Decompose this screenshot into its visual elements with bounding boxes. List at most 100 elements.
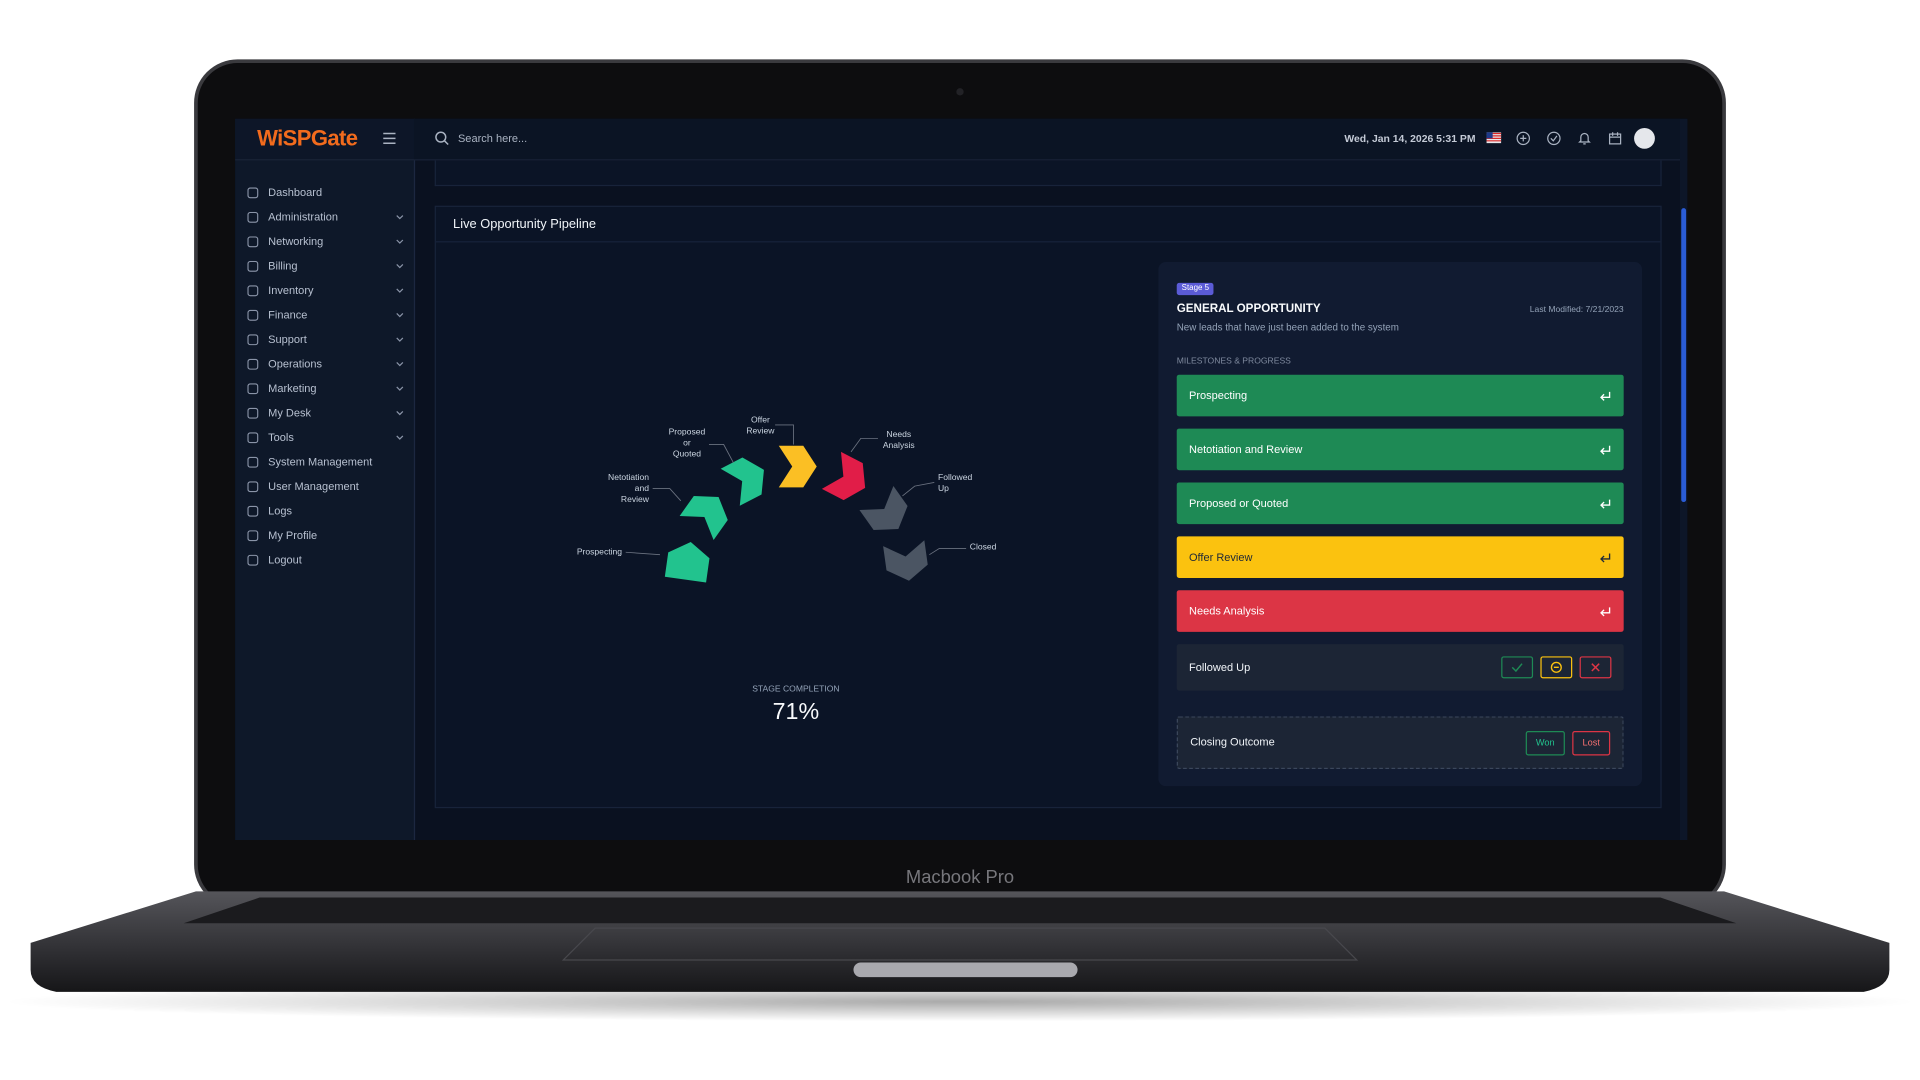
nav-icon	[247, 211, 259, 223]
nav-label: System Management	[268, 454, 373, 468]
stage-arrow[interactable]	[679, 485, 736, 541]
stage-label: Needs	[886, 429, 911, 439]
chevron[interactable]	[396, 385, 405, 391]
reject-button[interactable]	[1579, 656, 1612, 679]
nav-item[interactable]: User Management	[247, 476, 404, 496]
description: New leads that have just been added to t…	[1176, 322, 1399, 334]
scrollbar	[1680, 118, 1688, 841]
stage-label: and	[635, 483, 650, 493]
nav-item[interactable]: Marketing	[247, 378, 404, 398]
nav-icon	[247, 456, 259, 468]
nav-item[interactable]: My Profile	[247, 525, 404, 545]
notch	[853, 962, 1078, 978]
milestone[interactable]: Proposed or Quoted	[1176, 482, 1624, 525]
stage-label: Closed	[970, 542, 997, 552]
nav-label: User Management	[268, 479, 359, 492]
nav-item[interactable]: Logs	[247, 501, 404, 521]
milestone-label: Prospecting	[1188, 388, 1248, 402]
nav-item[interactable]: Billing	[247, 256, 404, 276]
enter-icon[interactable]	[1599, 606, 1611, 617]
nav-item[interactable]: Dashboard	[247, 182, 404, 202]
enter-icon[interactable]	[1599, 444, 1611, 455]
calendar-icon[interactable]	[1608, 131, 1623, 146]
milestone-label: Netotiation and Review	[1188, 442, 1303, 455]
nav-icon-shape	[247, 382, 259, 394]
detail-title: GENERAL OPPORTUNITY	[1176, 302, 1321, 316]
nav-label: Dashboard	[268, 185, 323, 198]
stage-arrow[interactable]	[821, 451, 875, 506]
chevron[interactable]	[396, 287, 405, 293]
milestone[interactable]: Offer Review	[1176, 536, 1624, 578]
nav-item[interactable]: Finance	[247, 305, 404, 325]
nav-icon	[247, 186, 259, 198]
enter-icon[interactable]	[1599, 498, 1611, 509]
milestone-label: Needs Analysis	[1188, 604, 1265, 617]
nav-item[interactable]: Tools	[247, 427, 404, 447]
chevron[interactable]	[396, 434, 405, 440]
notifications-icon[interactable]	[1577, 131, 1592, 146]
stage-arrow[interactable]	[883, 540, 930, 583]
stage-arrow[interactable]	[778, 445, 817, 488]
stage-label: Followed	[938, 472, 973, 482]
flag-icon[interactable]	[1486, 132, 1502, 144]
milestone[interactable]: Prospecting	[1176, 374, 1624, 417]
add-icon[interactable]	[1516, 131, 1531, 146]
nav-item[interactable]: My Desk	[247, 403, 404, 423]
stage-arrow[interactable]	[859, 485, 915, 541]
confirm-button[interactable]	[1501, 656, 1534, 679]
enter-icon-shape	[1600, 552, 1611, 562]
leader-line	[652, 488, 682, 502]
nav-item[interactable]: Logout	[247, 550, 404, 570]
milestone[interactable]: Netotiation and Review	[1176, 428, 1624, 471]
stage-arrow[interactable]	[664, 539, 712, 583]
nav-item[interactable]: Support	[247, 329, 404, 349]
chevron[interactable]	[396, 263, 405, 269]
nav-label: Inventory	[268, 283, 314, 296]
nav-item[interactable]: Administration	[247, 207, 404, 227]
stage-label: Offer	[751, 414, 770, 424]
won-button[interactable]: Won	[1525, 730, 1565, 755]
nav-item[interactable]: Operations	[247, 354, 404, 374]
lost-button[interactable]: Lost	[1572, 730, 1611, 755]
tasks-icon[interactable]	[1547, 131, 1562, 146]
nav-icon-shape	[247, 235, 259, 247]
nav-icon-shape	[247, 260, 259, 272]
nav-icon-shape	[247, 554, 259, 566]
search-input[interactable]: Search here...	[457, 132, 528, 145]
nav-item[interactable]: System Management	[247, 452, 404, 472]
nav-label: Networking	[268, 234, 324, 247]
chevron[interactable]	[396, 214, 405, 220]
leader-line	[625, 551, 661, 556]
divider	[435, 241, 1661, 243]
leader-line	[902, 482, 935, 497]
nav-label: Finance	[268, 307, 308, 321]
chevron[interactable]	[396, 410, 405, 416]
chevron[interactable]	[396, 361, 405, 367]
chevron[interactable]	[396, 336, 405, 342]
menu-toggle[interactable]	[382, 132, 397, 145]
logo[interactable]: WiSPGate	[257, 126, 358, 151]
chevron[interactable]	[396, 312, 405, 318]
chevron-shape	[396, 287, 404, 293]
stage-label: Proposed	[669, 427, 706, 437]
nav-icon-shape	[247, 505, 259, 517]
nav-icon-shape	[247, 456, 259, 468]
sidebar: Dashboard Administration Networking Billing…	[235, 118, 416, 841]
stage-arrow[interactable]	[720, 451, 774, 506]
scroll-thumb[interactable]	[1681, 208, 1687, 503]
avatar[interactable]	[1633, 127, 1655, 149]
enter-icon[interactable]	[1599, 390, 1611, 401]
nav-icon	[247, 529, 259, 541]
nav-item[interactable]: Networking	[247, 231, 404, 251]
enter-icon-shape	[1600, 606, 1611, 616]
enter-icon-shape	[1600, 445, 1611, 455]
pending-button[interactable]	[1540, 656, 1573, 679]
keyboard	[183, 897, 1737, 924]
nav-item[interactable]: Inventory	[247, 280, 404, 300]
top-card	[434, 160, 1662, 187]
milestone[interactable]: Needs Analysis	[1176, 590, 1624, 632]
pipeline-chart: ProspectingNetotiationandReviewProposedo…	[577, 414, 997, 724]
chevron[interactable]	[396, 238, 405, 244]
enter-icon[interactable]	[1599, 552, 1611, 563]
chevron-shape	[396, 238, 404, 244]
